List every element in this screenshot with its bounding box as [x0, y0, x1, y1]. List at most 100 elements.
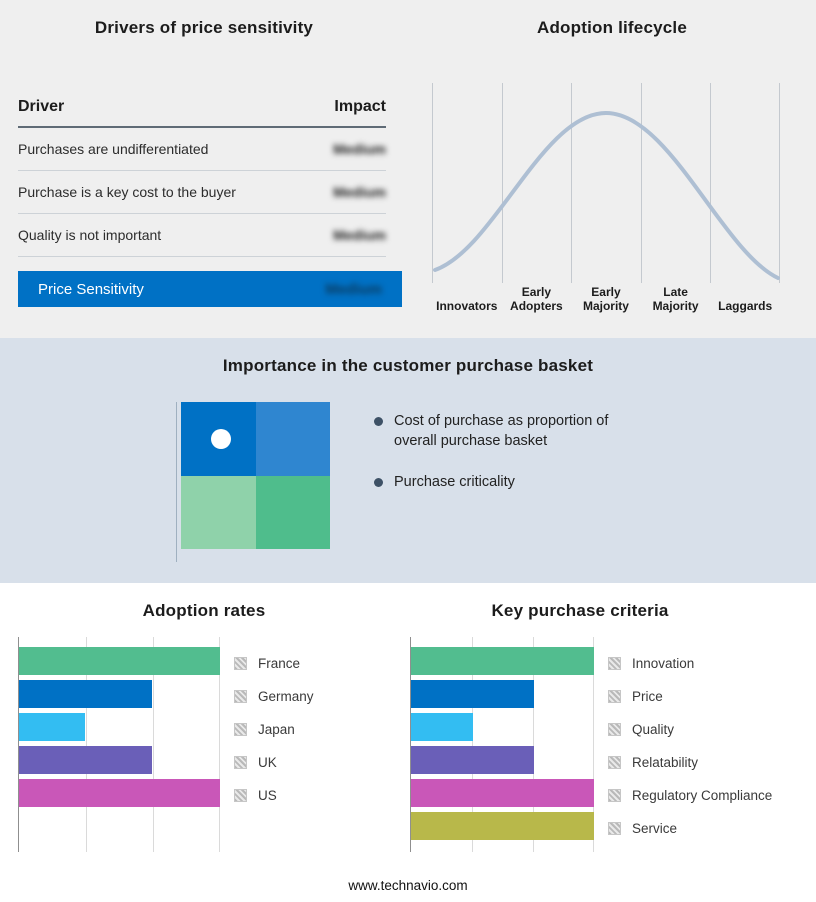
purchase-basket-section: Importance in the customer purchase bask…: [0, 338, 816, 583]
legend-swatch-hatched: [234, 756, 247, 769]
bar-row: [19, 680, 220, 708]
gridline: [532, 637, 534, 852]
legend-label: Quality: [632, 722, 675, 737]
legend-swatch-hatched: [608, 690, 621, 703]
stage-label: Early Adopters: [510, 285, 563, 314]
impact-column-header: Impact: [334, 98, 386, 115]
gridline: [85, 637, 87, 852]
bar-row: [411, 713, 594, 741]
adoption-rates-title: Adoption rates: [142, 601, 266, 620]
bullet-text: Purchase criticality: [394, 474, 515, 491]
gridline: [432, 83, 433, 283]
matrix-quadrant-bottom-right: [255, 475, 330, 549]
legend-swatch-hatched: [608, 657, 621, 670]
bar-row: [411, 680, 594, 708]
legend-swatch-hatched: [234, 789, 247, 802]
legend-swatch-hatched: [234, 690, 247, 703]
purchase-basket-title: Importance in the customer purchase bask…: [222, 356, 594, 375]
bullet-icon: [374, 417, 383, 426]
driver-column-header: Driver: [18, 98, 65, 115]
matrix-grid: [181, 402, 330, 549]
list-item: Purchase criticality: [374, 473, 652, 493]
legend-label: Service: [632, 821, 678, 836]
table-row: Purchase is a key cost to the buyer Medi…: [18, 171, 386, 214]
gridline: [640, 83, 642, 283]
purchase-basket-content: Cost of purchase as proportion of overal…: [176, 402, 816, 562]
lifecycle-plot-area: [432, 83, 780, 283]
matrix-point: [211, 429, 231, 449]
bar-row: [411, 812, 594, 840]
table-row: Quality is not important Medium: [18, 214, 386, 257]
legend-label: France: [258, 656, 301, 671]
legend-item: Japan: [234, 713, 314, 746]
adoption-rates-plot-wrap: France Germany Japan UK US: [0, 637, 408, 852]
bar-row: [411, 779, 594, 807]
bar-row: [411, 746, 594, 774]
price-sensitivity-label: Price Sensitivity: [38, 280, 144, 298]
legend-item: Regulatory Compliance: [608, 779, 772, 812]
stage-label: Innovators: [436, 299, 498, 314]
bar-regulatory-compliance: [411, 779, 594, 807]
legend-label: Relatability: [632, 755, 699, 770]
gridline: [710, 83, 712, 283]
table-row: Purchases are undifferentiated Medium: [18, 128, 386, 171]
driver-label: Purchases are undifferentiated: [18, 141, 209, 157]
legend-swatch-hatched: [608, 723, 621, 736]
bar-relatability: [411, 746, 534, 774]
impact-value-blurred: Medium: [333, 227, 386, 243]
adoption-lifecycle-panel: Adoption lifecycle Innovators Early Adop…: [408, 0, 816, 338]
legend-item: France: [234, 647, 314, 680]
drivers-table-header: Driver Impact: [18, 98, 386, 128]
basket-bullet-list: Cost of purchase as proportion of overal…: [374, 412, 652, 549]
lifecycle-chart: Innovators Early Adopters Early Majority…: [432, 83, 780, 314]
legend-item: Service: [608, 812, 772, 845]
key-purchase-criteria-title: Key purchase criteria: [491, 601, 669, 620]
drivers-panel-title: Drivers of price sensitivity: [94, 18, 314, 37]
legend-item: Relatability: [608, 746, 772, 779]
legend-label: UK: [258, 755, 277, 770]
legend-swatch-hatched: [234, 723, 247, 736]
key-purchase-criteria-legend: Innovation Price Quality Relatability Re…: [608, 637, 772, 852]
list-item: Cost of purchase as proportion of overal…: [374, 412, 652, 451]
bar-japan: [19, 713, 86, 741]
lifecycle-stage-labels: Innovators Early Adopters Early Majority…: [432, 286, 780, 314]
bar-quality: [411, 713, 474, 741]
bar-us: [19, 779, 220, 807]
matrix-quadrant-bottom-left: [181, 475, 256, 549]
price-sensitivity-highlight-row: Price Sensitivity Medium: [18, 271, 402, 307]
bell-curve-path: [435, 113, 778, 278]
stage-label: Late Majority: [652, 285, 699, 314]
drivers-table: Driver Impact Purchases are undifferenti…: [18, 98, 402, 307]
gridline: [152, 637, 154, 852]
bottom-section: Adoption rates France Germany Japan UK: [0, 583, 816, 902]
stage-label: Laggards: [718, 299, 773, 314]
matrix-axis-line: [176, 402, 177, 562]
gridline: [471, 637, 473, 852]
legend-swatch-hatched: [608, 756, 621, 769]
gridline: [219, 637, 220, 852]
bar-france: [19, 647, 220, 675]
bar-row: [19, 779, 220, 807]
legend-item: Quality: [608, 713, 772, 746]
impact-value-blurred: Medium: [333, 141, 386, 157]
adoption-rates-legend: France Germany Japan UK US: [234, 637, 314, 852]
bell-curve: [432, 83, 780, 283]
bar-row: [19, 647, 220, 675]
gridline: [779, 83, 780, 283]
bar-germany: [19, 680, 152, 708]
impact-value-blurred: Medium: [325, 280, 382, 298]
matrix-quadrant-top-left: [181, 402, 256, 476]
bar-row: [19, 746, 220, 774]
legend-item: Germany: [234, 680, 314, 713]
matrix-quadrant-top-right: [255, 402, 330, 476]
stage-label: Early Majority: [582, 285, 629, 314]
legend-label: Regulatory Compliance: [632, 788, 773, 803]
key-purchase-criteria-chart: Key purchase criteria Innovation Price: [408, 583, 816, 902]
legend-swatch-hatched: [608, 822, 621, 835]
gridline: [571, 83, 573, 283]
drivers-panel: Drivers of price sensitivity Driver Impa…: [0, 0, 408, 338]
legend-label: Japan: [258, 722, 295, 737]
bar-row: [411, 647, 594, 675]
gridline: [501, 83, 503, 283]
